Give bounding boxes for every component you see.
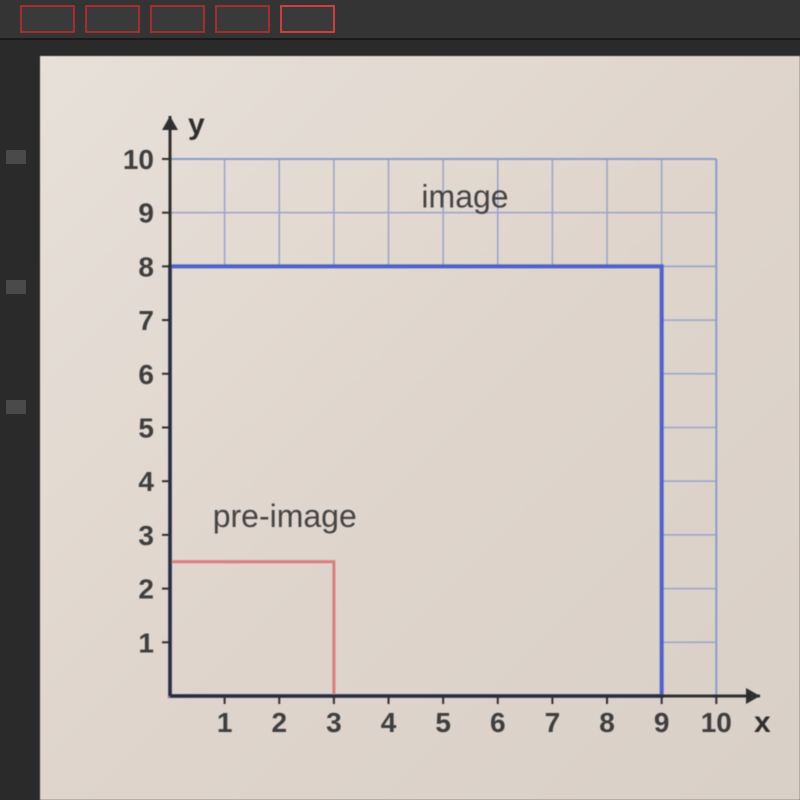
x-axis-arrow [746, 688, 760, 704]
x-tick-label: 8 [599, 707, 615, 738]
toolbar-button[interactable] [20, 5, 75, 33]
y-tick-label: 2 [138, 574, 154, 605]
x-tick-label: 4 [381, 707, 397, 738]
x-tick-label: 3 [326, 707, 342, 738]
x-tick-label: 9 [654, 707, 670, 738]
y-tick-label: 7 [138, 305, 154, 336]
preimage-rect-label: pre-image [213, 498, 357, 534]
toolbar-button[interactable] [150, 5, 205, 33]
toolbar-button[interactable] [85, 5, 140, 33]
y-tick-label: 3 [138, 520, 154, 551]
toolbar-button[interactable] [215, 5, 270, 33]
desktop-left-strip [0, 40, 40, 800]
y-tick-label: 4 [138, 466, 154, 497]
x-tick-label: 10 [701, 707, 732, 738]
y-tick-label: 10 [123, 144, 154, 175]
y-tick-label: 8 [138, 251, 154, 282]
chart-photo: 1 2 3 4 5 6 7 8 9 10 1 2 3 4 5 6 7 8 9 10 y x image pre-image [40, 56, 800, 800]
x-tick-label: 5 [435, 707, 451, 738]
y-tick-label: 9 [138, 198, 154, 229]
x-tick-label: 6 [490, 707, 506, 738]
toolbar-button[interactable] [280, 5, 335, 33]
x-axis-label: x [754, 706, 771, 739]
x-tick-label: 2 [271, 707, 287, 738]
y-tick-label: 1 [138, 627, 154, 658]
y-axis-label: y [188, 108, 205, 141]
image-rect-label: image [421, 178, 508, 214]
preimage-rect [170, 562, 334, 696]
x-tick-label: 1 [217, 707, 233, 738]
dilation-chart: 1 2 3 4 5 6 7 8 9 10 1 2 3 4 5 6 7 8 9 10 y x image pre-image [100, 96, 780, 756]
y-axis-arrow [162, 116, 178, 130]
y-tick-label: 5 [138, 412, 154, 443]
toolbar [0, 0, 800, 40]
image-rect [170, 266, 662, 696]
x-tick-label: 7 [545, 707, 561, 738]
y-tick-label: 6 [138, 359, 154, 390]
